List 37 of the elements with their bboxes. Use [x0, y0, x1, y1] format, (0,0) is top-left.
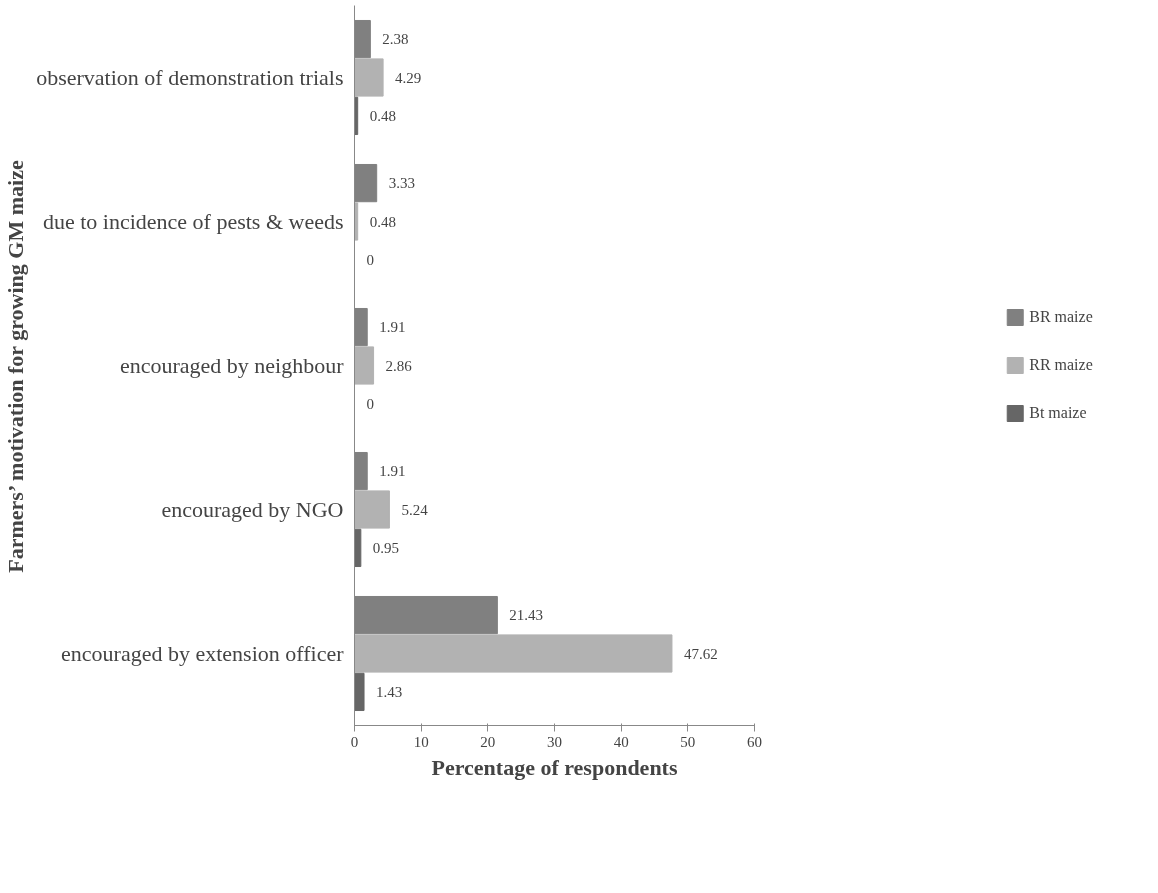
- data-label: 21.43: [509, 607, 544, 624]
- legend-label: BR maize: [1029, 308, 1093, 326]
- y-tick-label: encouraged by extension officer: [61, 641, 345, 666]
- data-label: 1.91: [379, 463, 406, 480]
- data-label: 3.33: [388, 175, 415, 192]
- data-label: 0.48: [369, 213, 396, 230]
- data-label: 47.62: [683, 645, 718, 662]
- data-label: 2.38: [382, 31, 409, 48]
- data-label: 1.91: [379, 319, 406, 336]
- y-tick-label: due to incidence of pests & weeds: [42, 209, 344, 234]
- y-tick-label: observation of demonstration trials: [36, 65, 344, 90]
- data-label: 2.86: [385, 357, 413, 374]
- x-axis-title: Percentage of respondents: [431, 754, 678, 780]
- x-tick-label: 30: [547, 733, 562, 750]
- x-tick-label: 50: [680, 733, 696, 750]
- data-label: 0.95: [372, 539, 400, 556]
- data-label: 1.43: [376, 683, 403, 700]
- data-label: 4.29: [395, 69, 422, 86]
- x-tick-label: 10: [413, 733, 429, 750]
- data-label: 0: [366, 251, 374, 268]
- x-tick-label: 0: [350, 733, 359, 750]
- x-tick-label: 60: [747, 733, 762, 750]
- x-tick-label: 40: [613, 733, 629, 750]
- y-tick-label: encouraged by NGO: [161, 497, 344, 522]
- data-label: 5.24: [401, 501, 429, 518]
- bar: [354, 672, 365, 712]
- y-tick-label: encouraged by neighbour: [119, 353, 345, 378]
- data-label: 0: [366, 395, 374, 412]
- legend-label: Bt maize: [1029, 404, 1087, 422]
- y-axis-title: Farmers’ motivation for growing GM maize: [3, 160, 29, 573]
- bar: [354, 634, 673, 673]
- data-label: 0.48: [369, 107, 396, 124]
- bar: [354, 346, 375, 385]
- bar: [354, 490, 390, 529]
- x-tick-label: 20: [480, 733, 496, 750]
- bar: [354, 58, 384, 97]
- legend-label: RR maize: [1029, 356, 1093, 374]
